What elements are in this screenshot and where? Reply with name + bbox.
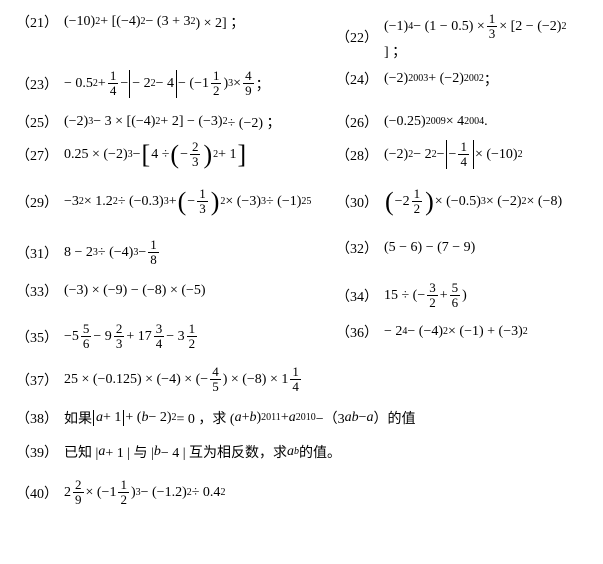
problem-number: （25） bbox=[16, 112, 58, 132]
problem-number: （36） bbox=[336, 322, 378, 342]
problem-cell: （40） 229 × (−112)3 − (−1.2)2 ÷ 0.42 bbox=[16, 478, 587, 507]
problem-cell: （29） −32 × 1.22 ÷ (−0.3)3 + (− 13)2 × (−3… bbox=[16, 187, 336, 216]
problem-number: （33） bbox=[16, 281, 58, 301]
problem-row: （40） 229 × (−112)3 − (−1.2)2 ÷ 0.42 bbox=[16, 478, 587, 507]
problem-number: （26） bbox=[336, 112, 378, 132]
problem-expression: (−2)2003 + (−2)2002 ； bbox=[384, 69, 498, 89]
problem-number: （38） bbox=[16, 408, 58, 428]
problem-row: （39） 已知 | a + 1 | 与 | b − 4 | 互为相反数，求 ab … bbox=[16, 442, 587, 462]
problem-cell: （31） 8 − 23 ÷ (−4)3 − 18 bbox=[16, 238, 336, 267]
problem-cell: （21） (−10)2 + [(−4)2 − (3 + 32) × 2] ； bbox=[16, 12, 336, 32]
problem-expression: 229 × (−112)3 − (−1.2)2 ÷ 0.42 bbox=[64, 478, 225, 507]
problem-expression: (5 − 6) − (7 − 9) bbox=[384, 240, 475, 256]
problem-cell: （35） −556 − 923 + 1734 − 312 bbox=[16, 322, 336, 351]
problem-expression: (−212) × (−0.5)3 × (−2)2 × (−8) bbox=[384, 187, 562, 216]
problem-cell: （36） − 24 − (−4)2 × (−1) + (−3)2 bbox=[336, 322, 587, 342]
problem-expression: 8 − 23 ÷ (−4)3 − 18 bbox=[64, 238, 161, 267]
problem-number: （35） bbox=[16, 327, 58, 347]
problem-number: （31） bbox=[16, 243, 58, 263]
problem-expression: (−3) × (−9) − (−8) × (−5) bbox=[64, 283, 206, 299]
problem-row: （31） 8 − 23 ÷ (−4)3 − 18 （32） (5 − 6) − (7 … bbox=[16, 238, 587, 267]
problem-expression: (−1)4 − (1 − 0.5) × 13 × [2 − (−2)2] ； bbox=[384, 12, 587, 61]
problem-expression: (−2)2 − 22 − − 14 × (−10)2 bbox=[384, 140, 523, 169]
problem-expression: − 24 − (−4)2 × (−1) + (−3)2 bbox=[384, 324, 528, 340]
problem-row: （37） 25 × (−0.125) × (−4) × (− 45) × (−8)… bbox=[16, 365, 587, 394]
problem-number: （22） bbox=[336, 27, 378, 47]
problem-expression: (−0.25)2009 × 42004. bbox=[384, 114, 488, 130]
problem-row: （38） 如果 a + 1 + (b − 2)2 = 0 ，求 (a + b)20… bbox=[16, 408, 587, 428]
problem-number: （39） bbox=[16, 442, 58, 462]
problem-row: （23） − 0.52 + 14 − − 22 − 4 − (−112)3 × 4… bbox=[16, 69, 587, 98]
problem-expression: (−10)2 + [(−4)2 − (3 + 32) × 2] ； bbox=[64, 12, 244, 32]
problem-cell: （34） 15 ÷ (− 32 + 56) bbox=[336, 281, 587, 310]
problem-row: （35） −556 − 923 + 1734 − 312 （36） − 24 − (−… bbox=[16, 322, 587, 351]
problem-expression: 15 ÷ (− 32 + 56) bbox=[384, 281, 467, 310]
problem-expression: −556 − 923 + 1734 − 312 bbox=[64, 322, 199, 351]
problem-expression: − 0.52 + 14 − − 22 − 4 − (−112)3 × 49 ； bbox=[64, 69, 270, 98]
problem-number: （37） bbox=[16, 370, 58, 390]
problem-expression: (−2)3 − 3 × [(−4)2 + 2] − (−3)2 ÷ (−2) ； bbox=[64, 112, 281, 132]
problem-expression: 25 × (−0.125) × (−4) × (− 45) × (−8) × 1… bbox=[64, 365, 303, 394]
problem-expression: 0.25 × (−2)3 − [4 ÷ (− 23)2 + 1] bbox=[64, 140, 247, 169]
problem-number: （24） bbox=[336, 69, 378, 89]
problem-expression: 如果 a + 1 + (b − 2)2 = 0 ，求 (a + b)2011 +… bbox=[64, 408, 416, 428]
problem-row: （27） 0.25 × (−2)3 − [4 ÷ (− 23)2 + 1] （28）… bbox=[16, 140, 587, 169]
problem-row: （21） (−10)2 + [(−4)2 − (3 + 32) × 2] ； （22… bbox=[16, 12, 587, 61]
problem-expression: 已知 | a + 1 | 与 | b − 4 | 互为相反数，求 ab 的值。 bbox=[64, 442, 341, 462]
problem-cell: （27） 0.25 × (−2)3 − [4 ÷ (− 23)2 + 1] bbox=[16, 140, 336, 169]
problem-cell: （33） (−3) × (−9) − (−8) × (−5) bbox=[16, 281, 336, 301]
problem-cell: （30） (−212) × (−0.5)3 × (−2)2 × (−8) bbox=[336, 187, 587, 216]
problem-cell: （37） 25 × (−0.125) × (−4) × (− 45) × (−8)… bbox=[16, 365, 587, 394]
problem-row: （25） (−2)3 − 3 × [(−4)2 + 2] − (−3)2 ÷ (−… bbox=[16, 112, 587, 132]
problem-cell: （32） (5 − 6) − (7 − 9) bbox=[336, 238, 587, 258]
problem-cell: （23） − 0.52 + 14 − − 22 − 4 − (−112)3 × 4… bbox=[16, 69, 336, 98]
problem-expression: −32 × 1.22 ÷ (−0.3)3 + (− 13)2 × (−3)3 ÷… bbox=[64, 187, 311, 216]
problem-cell: （22） (−1)4 − (1 − 0.5) × 13 × [2 − (−2)2]… bbox=[336, 12, 587, 61]
problem-cell: （25） (−2)3 − 3 × [(−4)2 + 2] − (−3)2 ÷ (−… bbox=[16, 112, 336, 132]
problem-row: （29） −32 × 1.22 ÷ (−0.3)3 + (− 13)2 × (−3… bbox=[16, 187, 587, 216]
problem-list: （21） (−10)2 + [(−4)2 − (3 + 32) × 2] ； （22… bbox=[16, 12, 587, 507]
problem-cell: （26） (−0.25)2009 × 42004. bbox=[336, 112, 587, 132]
problem-number: （28） bbox=[336, 145, 378, 165]
problem-number: （21） bbox=[16, 12, 58, 32]
problem-number: （29） bbox=[16, 192, 58, 212]
problem-cell: （38） 如果 a + 1 + (b − 2)2 = 0 ，求 (a + b)20… bbox=[16, 408, 587, 428]
problem-cell: （28） (−2)2 − 22 − − 14 × (−10)2 bbox=[336, 140, 587, 169]
problem-number: （34） bbox=[336, 286, 378, 306]
problem-number: （27） bbox=[16, 145, 58, 165]
problem-cell: （39） 已知 | a + 1 | 与 | b − 4 | 互为相反数，求 ab … bbox=[16, 442, 587, 462]
problem-number: （40） bbox=[16, 483, 58, 503]
problem-row: （33） (−3) × (−9) − (−8) × (−5) （34） 15 ÷ (−… bbox=[16, 281, 587, 310]
problem-number: （30） bbox=[336, 192, 378, 212]
problem-number: （23） bbox=[16, 74, 58, 94]
problem-cell: （24） (−2)2003 + (−2)2002 ； bbox=[336, 69, 587, 89]
problem-number: （32） bbox=[336, 238, 378, 258]
